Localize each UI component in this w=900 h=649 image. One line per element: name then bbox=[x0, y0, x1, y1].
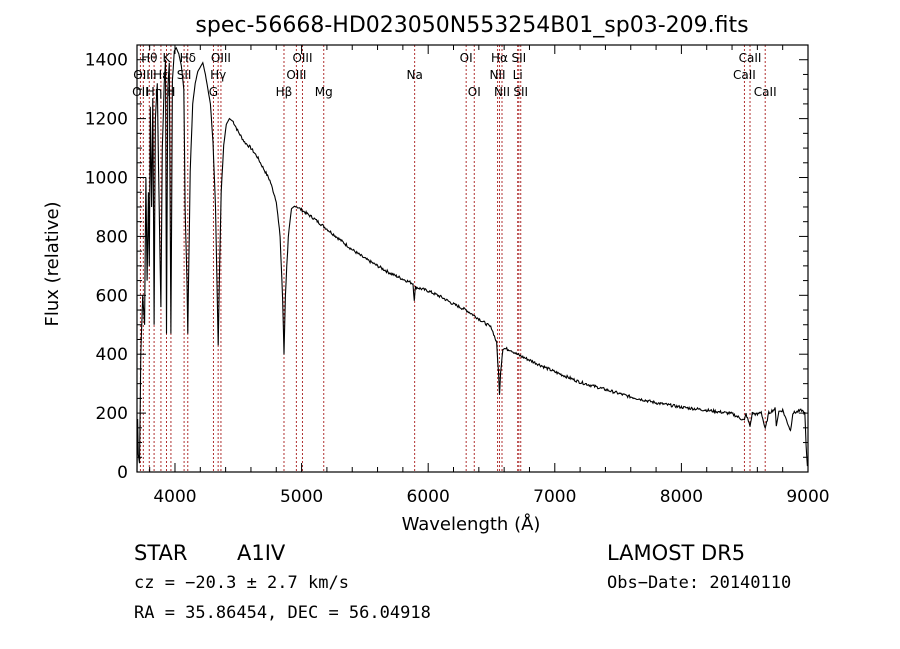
x-tick-label-1: 5000 bbox=[280, 487, 323, 507]
x-tick-label-4: 8000 bbox=[660, 487, 703, 507]
y-tick-label-7: 1400 bbox=[85, 51, 128, 71]
survey-name: LAMOST DR5 bbox=[607, 541, 746, 565]
line-label-11: OIII bbox=[211, 51, 231, 65]
line-label-22: Li bbox=[513, 68, 523, 82]
line-label-25: CaII bbox=[733, 68, 756, 82]
spectral-line-markers bbox=[139, 45, 766, 472]
line-label-23: SII bbox=[511, 51, 526, 65]
line-label-9: G bbox=[209, 85, 218, 99]
line-label-21: NII bbox=[494, 85, 510, 99]
object-class: STAR bbox=[134, 541, 188, 565]
redshift-velocity: cz = −20.3 ± 2.7 km/s bbox=[134, 573, 349, 593]
y-tick-label-2: 400 bbox=[96, 345, 128, 365]
sky-coordinates: RA = 35.86454, DEC = 56.04918 bbox=[134, 603, 431, 623]
x-axis-label: Wavelength (Å) bbox=[402, 513, 541, 535]
line-label-3: Hη bbox=[146, 85, 163, 99]
line-label-13: OIII bbox=[286, 68, 306, 82]
line-label-27: CaII bbox=[754, 85, 777, 99]
x-tick-label-2: 6000 bbox=[407, 487, 450, 507]
y-tick-label-4: 800 bbox=[96, 227, 128, 247]
x-tick-label-0: 4000 bbox=[153, 487, 196, 507]
x-tick-label-5: 9000 bbox=[786, 487, 829, 507]
line-label-6: H bbox=[166, 85, 175, 99]
line-label-0: OII bbox=[132, 85, 149, 99]
line-label-10: Hγ bbox=[210, 68, 226, 82]
line-label-7: SII bbox=[177, 68, 192, 82]
y-tick-label-5: 1000 bbox=[85, 169, 128, 189]
plot-frame bbox=[136, 44, 809, 473]
line-label-26: CaII bbox=[739, 51, 762, 65]
line-label-8: Hδ bbox=[180, 51, 196, 65]
y-tick-label-6: 1200 bbox=[85, 110, 128, 130]
line-label-20: Hα bbox=[491, 51, 508, 65]
line-label-1: OIII bbox=[133, 68, 153, 82]
line-label-24: SII bbox=[513, 85, 528, 99]
line-label-2: Hθ bbox=[141, 51, 157, 65]
y-tick-label-1: 200 bbox=[96, 404, 128, 424]
spectral-line-labels: OIIOIIIHθHηHεKHSIIHδGHγOIIIHβOIIIOIIIMgN… bbox=[132, 51, 776, 99]
line-label-15: Mg bbox=[315, 85, 333, 99]
line-label-5: K bbox=[163, 51, 172, 65]
line-label-16: Na bbox=[406, 68, 422, 82]
y-tick-label-0: 0 bbox=[117, 463, 128, 483]
axis-ticks bbox=[137, 44, 809, 473]
line-label-14: OIII bbox=[292, 51, 312, 65]
y-tick-label-3: 600 bbox=[96, 286, 128, 306]
chart-title: spec-56668-HD023050N553254B01_sp03-209.f… bbox=[195, 13, 748, 38]
y-axis-label: Flux (relative) bbox=[42, 201, 63, 326]
spectrum-line bbox=[136, 46, 808, 473]
line-label-18: OI bbox=[468, 85, 481, 99]
spectrum-series bbox=[136, 46, 808, 473]
x-tick-label-3: 7000 bbox=[533, 487, 576, 507]
line-label-12: Hβ bbox=[276, 85, 293, 99]
line-label-4: Hε bbox=[153, 68, 169, 82]
object-subclass: A1IV bbox=[237, 541, 286, 565]
line-label-17: OI bbox=[460, 51, 473, 65]
observation-date: Obs−Date: 20140110 bbox=[607, 573, 792, 593]
line-label-19: NII bbox=[490, 68, 506, 82]
axis-tick-labels: 4000 5000 6000 7000 8000 9000 0 200 400 600 800 100… bbox=[85, 51, 830, 507]
